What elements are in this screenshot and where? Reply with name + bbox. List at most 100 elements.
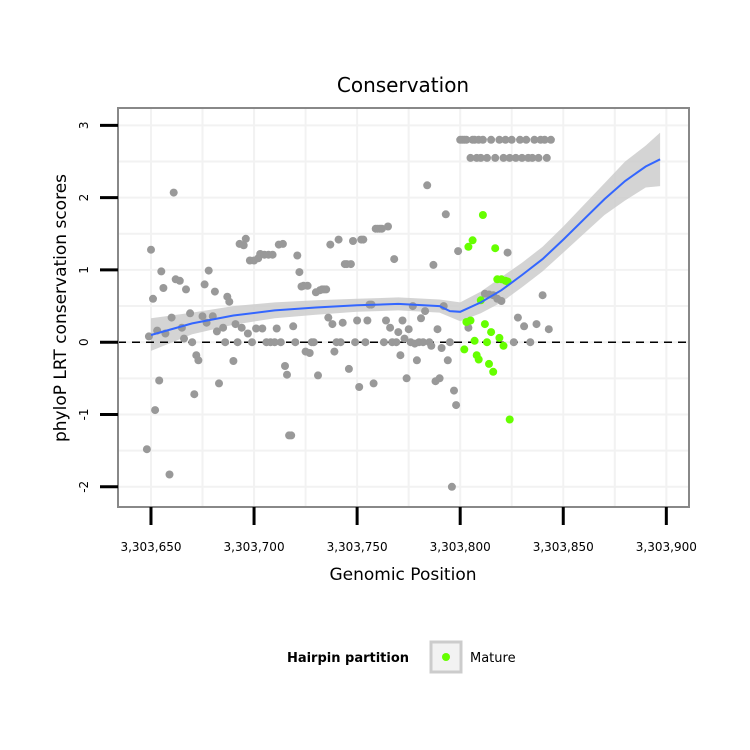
point-other — [248, 338, 256, 347]
point-other — [487, 135, 496, 144]
point-mature — [478, 211, 487, 219]
point-other — [516, 135, 524, 144]
point-mature — [470, 336, 479, 345]
point-mature — [499, 341, 508, 350]
point-other — [151, 406, 160, 415]
point-other — [344, 364, 353, 373]
point-other — [503, 248, 512, 257]
y-tick-label: 3 — [77, 121, 91, 129]
point-other — [182, 285, 190, 294]
point-other — [396, 351, 405, 360]
point-other — [276, 338, 285, 347]
point-other — [258, 324, 267, 333]
point-other — [532, 320, 541, 329]
point-other — [328, 320, 337, 329]
point-other — [314, 371, 322, 380]
x-axis-label: Genomic Position — [329, 565, 476, 585]
point-other — [287, 431, 296, 440]
point-other — [394, 328, 403, 337]
x-tick-label: 3,303,700 — [224, 540, 285, 554]
point-other — [231, 320, 240, 329]
y-tick-label: 1 — [77, 266, 91, 274]
point-other — [194, 356, 203, 365]
x-tick-label: 3,303,800 — [430, 540, 491, 554]
point-other — [435, 374, 444, 383]
point-mature — [489, 367, 498, 376]
x-tick-label: 3,303,750 — [327, 540, 388, 554]
point-other — [200, 280, 209, 289]
point-other — [167, 313, 176, 322]
point-other — [398, 316, 407, 325]
legend-title: Hairpin partition — [287, 651, 409, 666]
point-mature — [491, 244, 500, 253]
point-other — [144, 332, 153, 341]
x-tick-label: 3,303,900 — [636, 540, 697, 554]
point-other — [530, 135, 539, 144]
point-other — [351, 338, 360, 347]
point-other — [443, 356, 452, 365]
point-other — [324, 313, 333, 322]
point-other — [544, 325, 553, 334]
point-other — [495, 135, 504, 144]
point-other — [291, 338, 300, 347]
point-other — [421, 307, 430, 316]
point-other — [412, 356, 421, 365]
confidence-band-area — [151, 132, 661, 351]
point-other — [326, 240, 335, 249]
x-tick-label: 3,303,650 — [120, 540, 181, 554]
point-other — [204, 266, 213, 275]
point-other — [252, 324, 261, 333]
point-other — [295, 268, 304, 277]
y-axis-label: phyloP LRT conservation scores — [51, 174, 71, 442]
point-other — [538, 291, 547, 300]
point-other — [305, 349, 314, 357]
point-other — [149, 294, 157, 303]
point-other — [157, 267, 166, 276]
point-other — [309, 338, 318, 347]
point-other — [404, 325, 413, 334]
panel-border — [117, 107, 690, 508]
point-other — [210, 287, 219, 296]
point-other — [509, 338, 518, 347]
point-other — [476, 153, 485, 162]
point-other — [429, 260, 438, 269]
point-other — [212, 327, 221, 336]
legend-label-mature: Mature — [470, 651, 516, 666]
point-other — [390, 255, 399, 264]
point-other — [147, 245, 155, 254]
point-other — [303, 281, 312, 290]
point-mature — [487, 328, 496, 337]
point-mature — [466, 316, 475, 325]
point-other — [528, 153, 537, 162]
point-other — [361, 338, 370, 347]
point-other — [462, 135, 471, 144]
point-other — [241, 234, 250, 243]
point-other — [483, 153, 491, 162]
point-other — [322, 285, 331, 294]
point-other — [534, 153, 543, 162]
point-other — [243, 329, 252, 338]
point-other — [334, 235, 343, 244]
grid — [118, 108, 689, 507]
point-other — [419, 338, 428, 347]
point-other — [454, 247, 463, 256]
point-other — [336, 338, 345, 347]
point-other — [379, 338, 388, 347]
point-mature — [460, 345, 469, 354]
point-mature — [505, 415, 514, 424]
confidence-band — [151, 132, 661, 351]
point-other — [499, 153, 508, 162]
point-other — [382, 316, 390, 325]
point-other — [384, 222, 392, 231]
point-other — [452, 401, 461, 410]
point-mature — [464, 242, 473, 251]
point-other — [497, 297, 506, 305]
point-other — [225, 297, 234, 306]
point-other — [215, 379, 223, 388]
x-tick-label: 3,303,850 — [533, 540, 594, 554]
point-other — [447, 482, 456, 491]
point-other — [359, 235, 368, 244]
legend-key-mature-point — [442, 653, 450, 661]
chart-title: Conservation — [337, 73, 469, 97]
